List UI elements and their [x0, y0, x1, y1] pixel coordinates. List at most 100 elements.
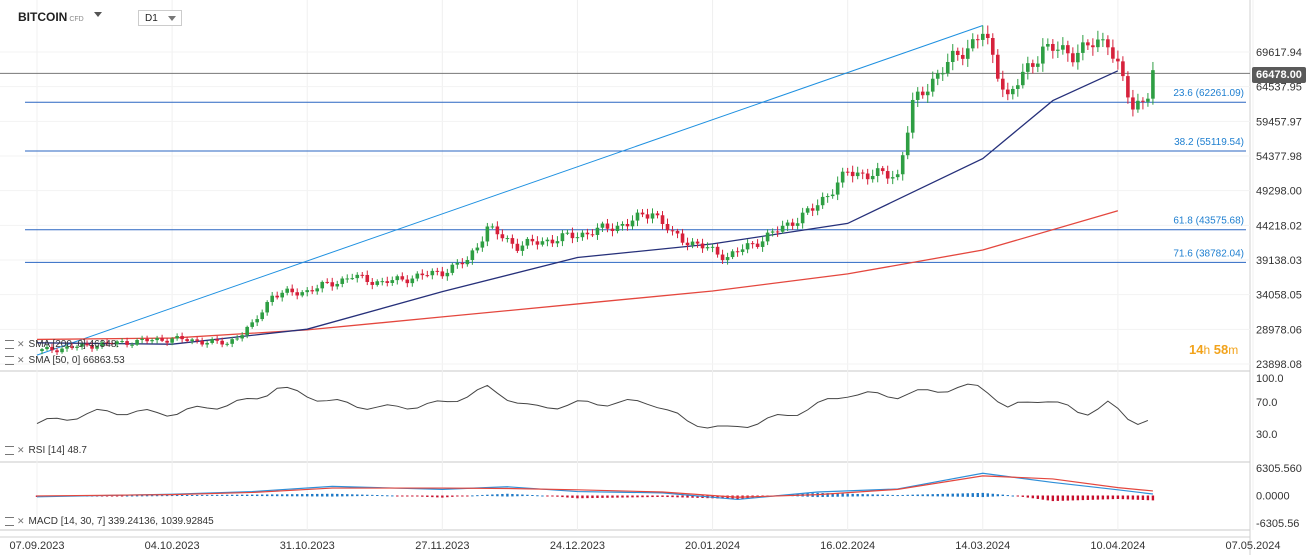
price-tick-label: 28978.06	[1256, 324, 1302, 336]
macd-signal-line	[36, 475, 1153, 498]
macd-histogram-bar	[511, 494, 514, 497]
candle-body	[990, 38, 995, 55]
candle-body	[965, 48, 970, 59]
price-tick-label: 59457.97	[1256, 116, 1302, 128]
candle-body	[970, 39, 975, 49]
macd-histogram-bar	[190, 494, 194, 496]
candle-body	[285, 288, 290, 293]
macd-histogram-bar	[140, 495, 144, 497]
settings-icon[interactable]	[5, 516, 14, 526]
countdown-hours-unit: h	[1203, 343, 1211, 357]
macd-histogram-bar	[631, 495, 634, 498]
macd-histogram-bar	[451, 495, 454, 497]
macd-histogram-bar	[641, 495, 644, 498]
macd-histogram-bar	[341, 494, 344, 497]
macd-histogram-bar	[876, 494, 879, 497]
settings-icon[interactable]	[5, 355, 14, 365]
candle-body	[1031, 63, 1035, 67]
macd-histogram-bar	[681, 495, 684, 498]
candle-body	[980, 33, 985, 40]
symbol-dropdown-chevron-icon[interactable]	[94, 12, 102, 17]
candle-body	[1011, 88, 1015, 95]
candle-body	[375, 281, 380, 285]
macd-histogram-bar	[931, 494, 934, 497]
macd-histogram-bar	[821, 493, 824, 497]
candle-body	[165, 340, 169, 343]
candle-body	[710, 246, 715, 248]
candle-body	[865, 173, 870, 180]
close-icon[interactable]: ✕	[17, 445, 25, 455]
symbol-label: BITCOIN	[18, 10, 68, 24]
settings-icon[interactable]	[5, 445, 14, 455]
x-tick-label: 16.02.2024	[820, 540, 875, 552]
candle-body	[580, 232, 585, 238]
macd-histogram-bar	[901, 494, 904, 496]
candle-body	[1041, 46, 1045, 64]
candle-body	[405, 279, 410, 284]
candle-body	[475, 247, 480, 251]
candle-body	[360, 274, 365, 276]
close-icon[interactable]: ✕	[17, 355, 25, 365]
timeframe-select[interactable]: D1	[138, 10, 182, 26]
x-tick-label: 27.11.2023	[415, 540, 469, 552]
macd-histogram-bar	[1036, 495, 1040, 499]
macd-histogram-bar	[391, 495, 394, 497]
macd-histogram-bar	[1026, 495, 1030, 498]
legend-sma200[interactable]: ✕ SMA [200, 0] 46348.	[5, 339, 119, 350]
candle-body	[450, 264, 455, 273]
macd-histogram-bar	[1116, 495, 1120, 499]
macd-histogram-bar	[411, 495, 414, 497]
candle-body	[870, 175, 875, 180]
candle-body	[270, 295, 274, 303]
macd-histogram-bar	[401, 495, 404, 497]
price-tick-label: 49298.00	[1256, 186, 1302, 198]
macd-histogram-bar	[466, 495, 469, 497]
candle-body	[280, 292, 285, 298]
candle-body	[460, 262, 465, 265]
macd-histogram-bar	[656, 495, 659, 497]
candle-body	[365, 274, 370, 282]
legend-sma50[interactable]: ✕ SMA [50, 0] 66863.53	[5, 355, 125, 366]
macd-histogram-bar	[456, 495, 459, 497]
candle-body	[680, 233, 685, 243]
macd-histogram-bar	[886, 494, 889, 496]
macd-histogram-bar	[215, 494, 219, 496]
candle-body	[705, 247, 710, 249]
candle-body	[880, 168, 885, 172]
macd-histogram-bar	[135, 495, 139, 497]
macd-histogram-bar	[556, 495, 559, 497]
close-icon[interactable]: ✕	[17, 516, 25, 526]
rsi-tick-label: 100.0	[1256, 373, 1284, 385]
settings-icon[interactable]	[5, 339, 14, 349]
candle-body	[535, 241, 540, 245]
candle-countdown: 14h 58m	[1189, 342, 1238, 357]
candle-body	[200, 340, 204, 345]
macd-histogram-bar	[871, 494, 874, 497]
candle-body	[750, 243, 755, 245]
candle-body	[125, 341, 129, 345]
macd-histogram-bar	[1141, 495, 1145, 500]
macd-histogram-bar	[911, 494, 914, 496]
candle-body	[985, 33, 990, 39]
macd-histogram-bar	[115, 495, 119, 497]
candle-body	[455, 262, 460, 265]
legend-macd[interactable]: ✕ MACD [14, 30, 7] 339.24136, 1039.92845	[5, 516, 214, 527]
macd-histogram-bar	[696, 495, 699, 498]
candle-body	[1016, 85, 1020, 89]
candle-body	[65, 346, 69, 349]
candle-body	[95, 346, 99, 349]
close-icon[interactable]: ✕	[17, 339, 25, 349]
candle-body	[1036, 63, 1040, 67]
candle-body	[790, 222, 795, 226]
legend-rsi[interactable]: ✕ RSI [14] 48.7	[5, 445, 87, 456]
macd-histogram-bar	[250, 494, 254, 497]
macd-histogram-bar	[1016, 495, 1020, 497]
macd-histogram-bar	[160, 495, 164, 497]
candle-body	[420, 273, 425, 276]
candle-body	[185, 339, 189, 342]
symbol-name[interactable]: BITCOIN CFD	[18, 10, 84, 24]
candle-body	[605, 223, 610, 229]
candle-body	[495, 226, 500, 235]
fib-level-label: 38.2 (55119.54)	[1174, 137, 1244, 148]
